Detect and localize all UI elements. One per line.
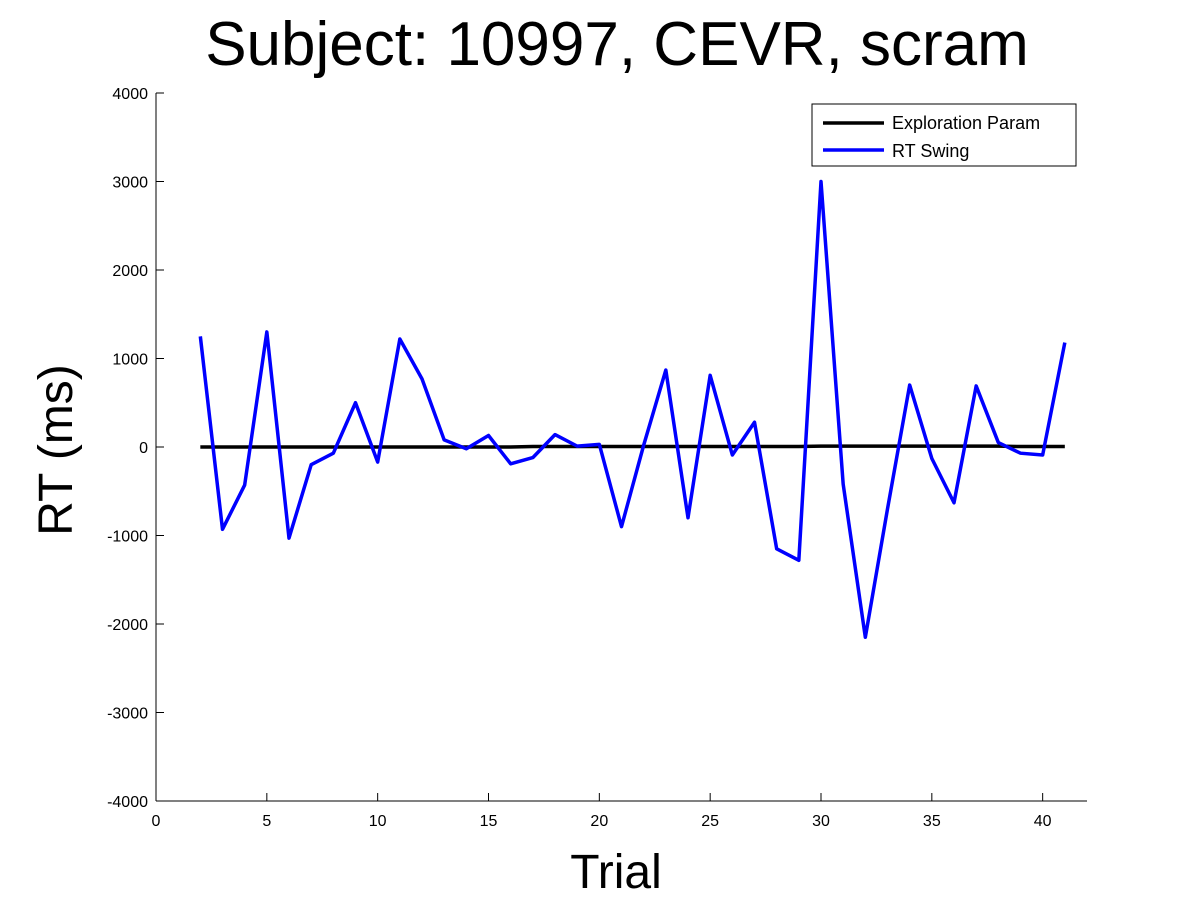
x-axis-label: Trial [570,846,662,899]
y-tick-label: -1000 [107,529,148,546]
y-tick-label: -3000 [107,706,148,723]
x-tick-label: 5 [262,813,271,830]
series-line-rt-swing [198,179,1067,640]
legend-label-rt-swing: RT Swing [892,141,969,161]
legend-label-exploration-param: Exploration Param [892,113,1040,133]
y-tick-label: 4000 [112,86,148,103]
x-tick-label: 15 [480,813,498,830]
legend-box [811,103,1077,167]
x-tick-label: 35 [923,813,941,830]
series-line-exploration-param [200,444,1065,449]
x-tick-label: 30 [812,813,830,830]
x-tick-label: 40 [1034,813,1052,830]
y-tick-label: -2000 [107,617,148,634]
chart-title: Subject: 10997, CEVR, scram [205,10,1029,79]
x-tick-label: 0 [152,813,161,830]
y-tick-label: 3000 [112,175,148,192]
y-tick-label: -4000 [107,794,148,811]
x-tick-label: 10 [369,813,387,830]
x-axis-ticks: 0 5 10 15 20 25 30 35 40 [152,793,1052,830]
legend: Exploration Param RT Swing [811,103,1077,167]
x-tick-label: 25 [701,813,719,830]
series-lines [198,179,1067,640]
y-tick-label: 1000 [112,352,148,369]
y-axis-ticks: -4000 -3000 -2000 -1000 0 1000 2000 3000 4000 [107,86,164,811]
plot-area: 0 5 10 15 20 25 30 35 40 -4000 -3000 -2000 -1000 0 10… [107,86,1087,830]
y-tick-label: 0 [139,440,148,457]
y-tick-label: 2000 [112,263,148,280]
y-axis-label: RT (ms) [30,364,83,536]
x-tick-label: 20 [590,813,608,830]
